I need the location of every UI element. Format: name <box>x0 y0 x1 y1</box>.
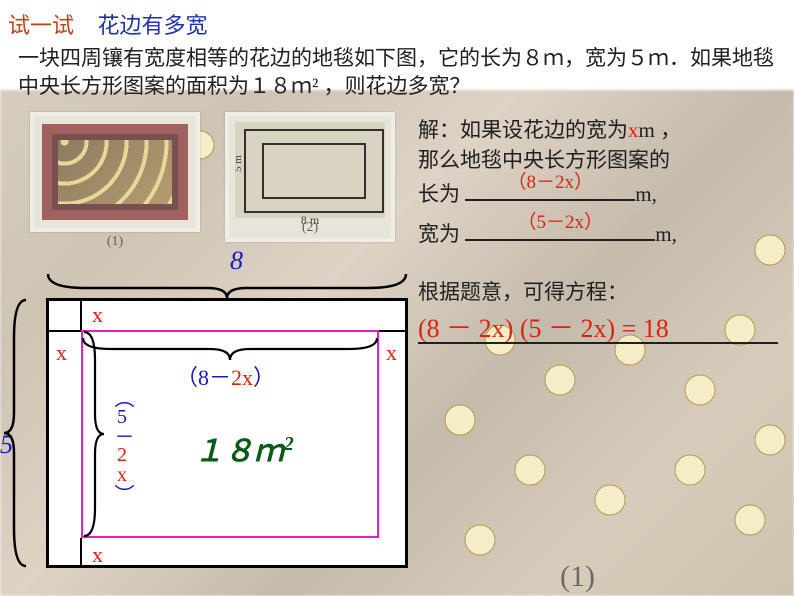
label-height-expr: （5－2x） <box>108 388 137 502</box>
thumb2-svg: 8 m 5 m <box>235 122 393 226</box>
solution-line5: 根据题意，可得方程： <box>418 278 788 307</box>
tick-right <box>379 330 408 332</box>
title-row: 试一试 花边有多宽 <box>8 8 788 40</box>
bg-caption: (1) <box>560 560 595 594</box>
problem-text: 一块四周镶有宽度相等的花边的地毯如下图，它的长为８ｍ，宽为５ｍ．如果地毯中央长方… <box>8 44 788 101</box>
tick-left <box>48 330 81 332</box>
thumb2-caption: (2) <box>229 220 391 236</box>
thumb1-pattern <box>42 124 188 220</box>
thumbnail-2: 8 m 5 m (2) <box>225 112 395 242</box>
label-width-expr: （8－2x） <box>176 360 275 392</box>
tick-top <box>80 301 82 330</box>
solution-line1: 解：如果设花边的宽为xm ， <box>418 116 788 145</box>
tick-bottom <box>80 538 82 567</box>
diagram: x x x x （8－2x） （5－2x） １８ｍ2 <box>26 298 408 576</box>
solution-line3: 长为 （8－2x）m, <box>418 180 788 209</box>
thumb1-caption: (1) <box>34 234 196 250</box>
area-label: １８ｍ2 <box>194 426 294 470</box>
outer-height-5: 5 <box>0 430 13 460</box>
equation: (8 － 2x) (5 － 2x) = 18 <box>418 308 780 345</box>
header: 试一试 花边有多宽 一块四周镶有宽度相等的花边的地毯如下图，它的长为８ｍ，宽为５… <box>8 8 788 101</box>
solution-line4: 宽为 （5－2x）m, <box>418 220 788 249</box>
thumb2-pattern: 8 m 5 m <box>235 122 385 218</box>
label-x-top: x <box>92 302 103 328</box>
title-red: 试一试 <box>8 13 74 38</box>
thumbnail-1: (1) <box>30 112 200 232</box>
svg-text:5 m: 5 m <box>235 155 244 172</box>
equation-underline <box>418 342 778 344</box>
label-x-right: x <box>386 340 397 366</box>
outer-width-8: 8 <box>230 246 243 276</box>
title-blue: 花边有多宽 <box>98 13 208 38</box>
label-x-left: x <box>56 340 67 366</box>
label-x-bottom: x <box>92 542 103 568</box>
